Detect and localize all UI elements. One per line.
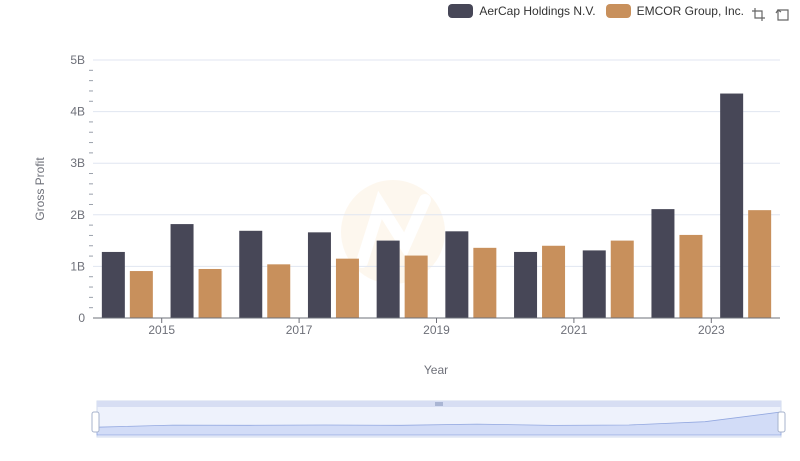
y-tick-labels: 0 1B 2B 3B 4B 5B [70,53,85,325]
bar-emcor-2014[interactable] [129,271,153,318]
zoom-icon[interactable] [750,6,766,22]
y-tick-label: 5B [70,53,85,67]
bar-aercap-2020[interactable] [514,251,538,318]
legend-swatch-aercap [448,4,474,18]
legend-item-emcor[interactable]: EMCOR Group, Inc. [605,4,744,18]
bar-emcor-2015[interactable] [198,268,222,318]
y-tick-label: 4B [70,105,85,119]
bar-emcor-2021[interactable] [610,240,634,318]
bar-emcor-2016[interactable] [267,264,291,318]
x-tick-label: 2017 [286,323,313,337]
bar-aercap-2019[interactable] [445,231,469,318]
y-tick-label: 1B [70,259,85,273]
bar-aercap-2017[interactable] [307,232,331,318]
y-minor-ticks [89,69,93,309]
x-axis-title: Year [424,363,448,377]
x-tick-label: 2015 [148,323,175,337]
x-tick-label: 2023 [698,323,725,337]
y-tick-label: 3B [70,156,85,170]
legend-swatch-emcor [605,4,631,18]
legend-label-aercap: AerCap Holdings N.V. [479,4,596,18]
bars [101,93,772,318]
bar-aercap-2015[interactable] [170,224,194,318]
bar-emcor-2017[interactable] [335,258,359,318]
x-tick-label: 2019 [423,323,450,337]
bar-emcor-2020[interactable] [542,245,566,318]
data-zoom-left-handle[interactable] [91,411,100,433]
data-zoom-grip[interactable] [435,402,443,406]
bar-aercap-2014[interactable] [101,251,125,318]
bar-emcor-2022[interactable] [679,234,703,318]
bar-aercap-2023[interactable] [720,93,744,318]
toolbox [750,6,790,22]
legend-item-aercap[interactable]: AerCap Holdings N.V. [448,4,596,18]
x-tick-label: 2021 [561,323,588,337]
bar-aercap-2016[interactable] [239,230,263,318]
bar-emcor-2018[interactable] [404,255,428,318]
bar-aercap-2022[interactable] [651,209,675,318]
y-axis-title: Gross Profit [33,157,47,221]
bar-emcor-2023[interactable] [748,210,772,318]
y-tick-label: 0 [78,311,85,325]
legend: AerCap Holdings N.V. EMCOR Group, Inc. [448,4,744,18]
bar-emcor-2019[interactable] [473,247,497,318]
x-tick-labels: 2015 2017 2019 2021 2023 [148,318,725,337]
legend-label-emcor: EMCOR Group, Inc. [636,4,744,18]
grid-lines [93,59,780,267]
bar-aercap-2021[interactable] [582,250,606,318]
y-tick-label: 2B [70,208,85,222]
data-zoom-right-handle[interactable] [777,411,786,433]
restore-icon[interactable] [774,6,790,22]
data-zoom-slider[interactable] [91,400,786,438]
bar-aercap-2018[interactable] [376,240,400,318]
